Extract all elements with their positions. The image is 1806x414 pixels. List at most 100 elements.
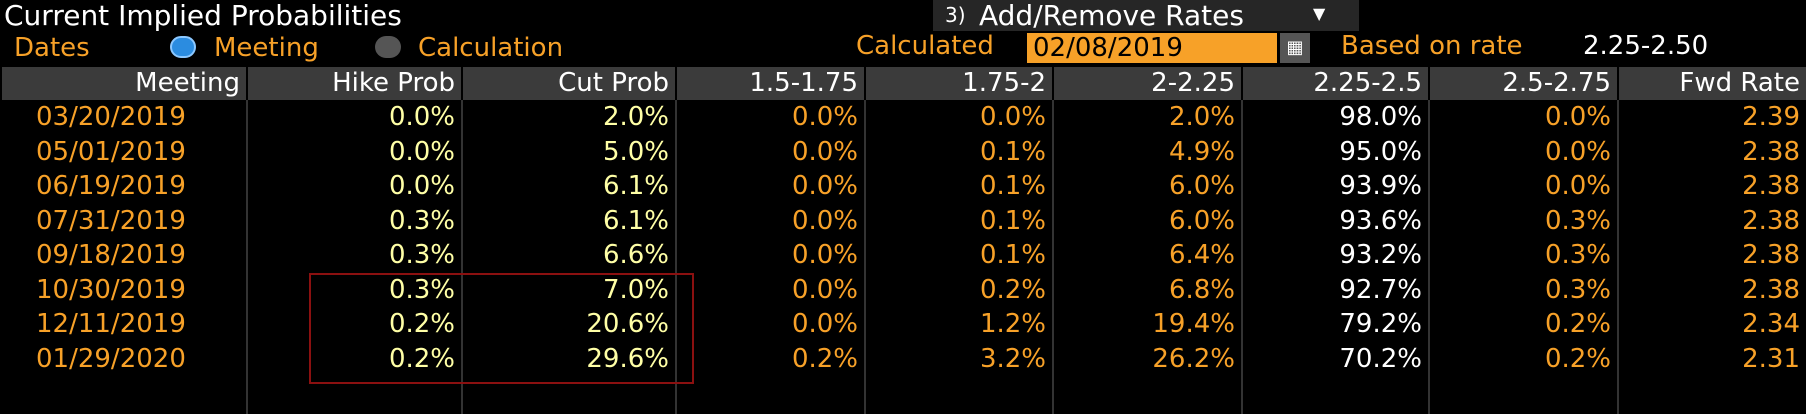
calculated-label: Calculated xyxy=(856,31,994,61)
column-divider xyxy=(461,67,463,414)
table-cell: 0.3% xyxy=(1544,274,1611,305)
table-cell: 0.0% xyxy=(791,171,858,201)
table-cell: 0.0% xyxy=(791,240,858,270)
column-header: 1.5-1.75 xyxy=(675,67,864,100)
highlight-box xyxy=(309,273,694,384)
title: Current Implied Probabilities xyxy=(4,0,402,32)
table-cell: 26.2% xyxy=(1152,343,1235,374)
column-divider xyxy=(1428,67,1430,414)
based-on-label: Based on rate xyxy=(1341,31,1523,61)
table-cell: 06/19/2019 xyxy=(36,171,186,201)
table-cell: 29.6% xyxy=(586,343,669,374)
table-cell: 6.8% xyxy=(1168,274,1235,305)
radio-calculation[interactable] xyxy=(375,36,401,58)
table-cell: 07/31/2019 xyxy=(36,205,186,236)
table-cell: 95.0% xyxy=(1339,136,1422,167)
table-cell: 0.0% xyxy=(1544,136,1611,167)
table-cell: 3.2% xyxy=(979,343,1046,374)
column-divider xyxy=(1241,67,1243,414)
table-cell: 0.1% xyxy=(979,205,1046,236)
table-cell: 03/20/2019 xyxy=(36,102,186,132)
table-cell: 2.39 xyxy=(1742,102,1800,132)
table-cell: 4.9% xyxy=(1168,136,1235,167)
table-cell: 0.1% xyxy=(979,171,1046,201)
table-cell: 93.6% xyxy=(1339,205,1422,236)
radio-meeting[interactable] xyxy=(170,36,196,58)
table-cell: 6.0% xyxy=(1168,205,1235,236)
calculation-label[interactable]: Calculation xyxy=(418,33,564,63)
table-cell: 0.3% xyxy=(1544,240,1611,270)
table-cell: 09/18/2019 xyxy=(36,240,186,270)
table-cell: 0.0% xyxy=(979,102,1046,132)
column-header: 2.5-2.75 xyxy=(1428,67,1617,100)
table-cell: 2.0% xyxy=(602,102,669,132)
table-cell: 6.4% xyxy=(1168,240,1235,270)
column-header: Meeting xyxy=(0,67,246,100)
table-cell: 2.31 xyxy=(1742,343,1800,374)
add-remove-button[interactable]: 3) Add/Remove Rates ▼ xyxy=(933,0,1359,31)
table-cell: 0.2% xyxy=(1544,343,1611,374)
meeting-label[interactable]: Meeting xyxy=(214,33,319,63)
table-cell: 0.0% xyxy=(791,274,858,305)
table-cell: 01/29/2020 xyxy=(36,343,186,374)
table-cell: 0.0% xyxy=(791,136,858,167)
table-cell: 0.0% xyxy=(791,102,858,132)
column-header: 2-2.25 xyxy=(1052,67,1241,100)
column-divider xyxy=(246,67,248,414)
table-cell: 2.38 xyxy=(1742,274,1800,305)
table-cell: 92.7% xyxy=(1339,274,1422,305)
table-cell: 0.3% xyxy=(388,240,455,270)
button-number: 3) xyxy=(945,3,966,27)
table-cell: 0.1% xyxy=(979,136,1046,167)
dropdown-arrow: ▼ xyxy=(1313,4,1326,23)
column-header: 1.75-2 xyxy=(864,67,1052,100)
table-cell: 93.9% xyxy=(1339,171,1422,201)
column-header: Fwd Rate xyxy=(1617,67,1806,100)
column-divider xyxy=(1617,67,1619,414)
column-header: Cut Prob xyxy=(461,67,675,100)
table-cell: 6.1% xyxy=(602,171,669,201)
table-cell: 1.2% xyxy=(979,309,1046,339)
table-cell: 98.0% xyxy=(1339,102,1422,132)
column-divider xyxy=(864,67,866,414)
based-on-value: 2.25-2.50 xyxy=(1583,31,1709,61)
table-cell: 0.2% xyxy=(791,343,858,374)
column-divider xyxy=(1052,67,1054,414)
table-cell: 0.1% xyxy=(979,240,1046,270)
calendar-button[interactable]: ▦ xyxy=(1280,33,1310,63)
table-cell: 0.2% xyxy=(388,343,455,374)
button-label: Add/Remove Rates xyxy=(979,0,1244,32)
table-cell: 6.1% xyxy=(602,205,669,236)
table-cell: 0.0% xyxy=(791,309,858,339)
table-cell: 0.2% xyxy=(979,274,1046,305)
table-cell: 79.2% xyxy=(1339,309,1422,339)
table-cell: 0.2% xyxy=(1544,309,1611,339)
table-cell: 2.38 xyxy=(1742,205,1800,236)
table-cell: 0.2% xyxy=(388,309,455,339)
table-cell: 0.0% xyxy=(388,171,455,201)
column-divider xyxy=(675,67,677,414)
table-cell: 0.3% xyxy=(388,274,455,305)
dates-label: Dates xyxy=(14,33,90,63)
column-header: Hike Prob xyxy=(246,67,461,100)
table-cell: 0.0% xyxy=(791,205,858,236)
date-input[interactable]: 02/08/2019 xyxy=(1027,33,1277,63)
table-cell: 7.0% xyxy=(602,274,669,305)
table-cell: 0.0% xyxy=(388,102,455,132)
table-cell: 6.6% xyxy=(602,240,669,270)
table-cell: 0.0% xyxy=(388,136,455,167)
table-cell: 0.0% xyxy=(1544,102,1611,132)
table-cell: 20.6% xyxy=(586,309,669,339)
table-cell: 12/11/2019 xyxy=(36,309,186,339)
table-cell: 6.0% xyxy=(1168,171,1235,201)
table-cell: 2.0% xyxy=(1168,102,1235,132)
table-cell: 2.38 xyxy=(1742,171,1800,201)
column-header: 2.25-2.5 xyxy=(1241,67,1428,100)
table-cell: 0.3% xyxy=(388,205,455,236)
table-cell: 0.3% xyxy=(1544,205,1611,236)
table-cell: 5.0% xyxy=(602,136,669,167)
table-cell: 0.0% xyxy=(1544,171,1611,201)
table-cell: 10/30/2019 xyxy=(36,274,186,305)
table-cell: 05/01/2019 xyxy=(36,136,186,167)
